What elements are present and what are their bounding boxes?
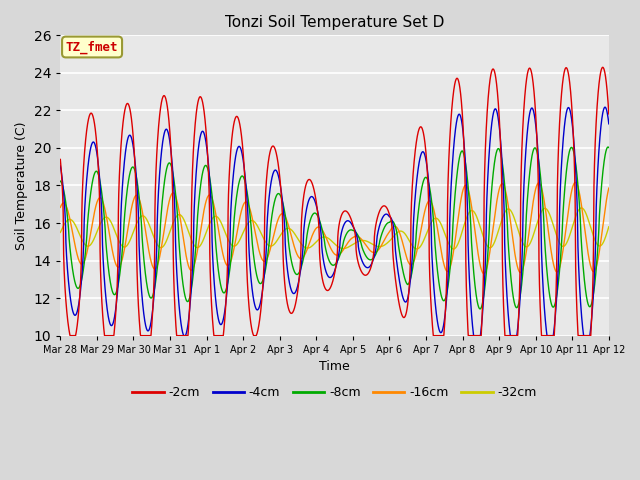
X-axis label: Time: Time [319, 360, 350, 373]
Text: TZ_fmet: TZ_fmet [66, 40, 118, 54]
Title: Tonzi Soil Temperature Set D: Tonzi Soil Temperature Set D [225, 15, 444, 30]
Y-axis label: Soil Temperature (C): Soil Temperature (C) [15, 121, 28, 250]
Legend: -2cm, -4cm, -8cm, -16cm, -32cm: -2cm, -4cm, -8cm, -16cm, -32cm [127, 382, 542, 405]
